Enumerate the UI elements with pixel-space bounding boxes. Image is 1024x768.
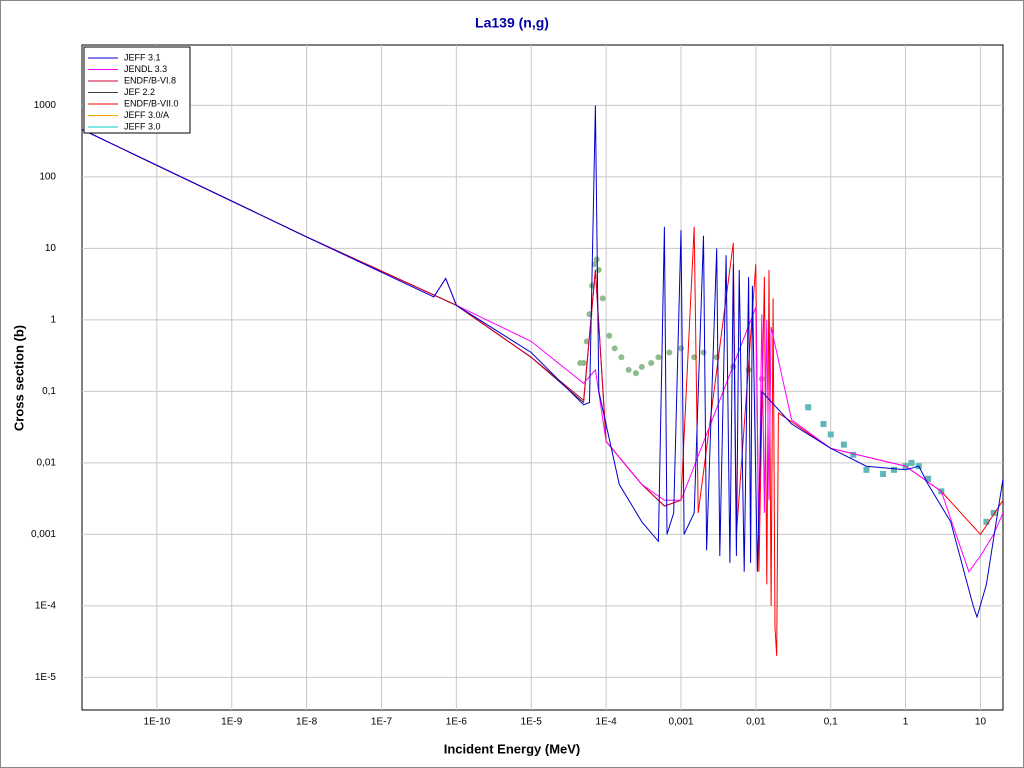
y-tick-label: 1E-5 — [35, 672, 57, 683]
measurement-point — [591, 261, 598, 268]
measurement-point — [827, 431, 834, 438]
measurement-point — [580, 359, 587, 366]
measurement-point — [677, 345, 684, 352]
measurement-point — [595, 266, 602, 273]
legend-label: JEF 2.2 — [124, 87, 155, 97]
x-tick-label: 1E-4 — [596, 717, 618, 728]
legend-box — [83, 46, 191, 134]
y-tick-label: 0,1 — [42, 386, 56, 397]
legend-label: JEFF 3.0/A — [124, 110, 169, 120]
x-tick-label: 1E-8 — [296, 717, 318, 728]
measurement-point — [700, 349, 707, 356]
x-tick-label: 1 — [903, 717, 909, 728]
x-tick-label: 0,001 — [668, 717, 693, 728]
measurement-point — [820, 421, 827, 428]
y-tick-label: 100 — [39, 172, 56, 183]
measurement-point — [850, 451, 857, 458]
measurement-point — [611, 345, 618, 352]
measurement-point — [632, 370, 639, 377]
measurement-point — [925, 475, 932, 482]
y-axis-label: Cross section (b) — [11, 325, 26, 431]
measurement-point — [599, 295, 606, 302]
measurement-point — [655, 354, 662, 361]
measurement-point — [990, 509, 997, 516]
measurement-point — [583, 338, 590, 345]
measurement-point — [648, 359, 655, 366]
series-line — [82, 105, 1003, 619]
legend-label: JENDL 3.3 — [124, 64, 167, 74]
measurement-point — [805, 404, 812, 411]
x-tick-label: 1E-6 — [446, 717, 468, 728]
y-tick-label: 1E-4 — [35, 601, 57, 612]
y-tick-label: 0,001 — [31, 529, 56, 540]
x-tick-label: 0,01 — [746, 717, 766, 728]
y-tick-label: 1000 — [34, 100, 57, 111]
x-tick-label: 1E-10 — [144, 717, 171, 728]
measurement-point — [618, 354, 625, 361]
measurement-point — [890, 466, 897, 473]
y-tick-label: 0,01 — [37, 458, 57, 469]
legend-label: ENDF/B-VII.0 — [124, 98, 179, 108]
legend-label: JEFF 3.0 — [124, 121, 161, 131]
y-tick-label: 10 — [45, 243, 57, 254]
measurement-point — [840, 441, 847, 448]
legend-label: JEFF 3.1 — [124, 52, 161, 62]
measurement-point — [880, 470, 887, 477]
plot-area — [81, 44, 1004, 711]
measurement-point — [863, 466, 870, 473]
x-tick-label: 10 — [975, 717, 987, 728]
x-axis-label: Incident Energy (MeV) — [444, 741, 581, 756]
measurement-point — [638, 363, 645, 370]
measurement-point — [983, 518, 990, 525]
x-tick-label: 1E-9 — [221, 717, 243, 728]
measurement-point — [606, 332, 613, 339]
measurement-point — [625, 366, 632, 373]
y-tick-label: 1 — [50, 315, 56, 326]
legend-label: ENDF/B-VI.8 — [124, 75, 176, 85]
x-tick-label: 0,1 — [824, 717, 838, 728]
measurement-point — [758, 375, 765, 382]
series-line — [82, 129, 682, 507]
measurement-point — [908, 459, 915, 466]
plot-layer — [82, 105, 1003, 656]
chart-title: La139 (n,g) — [475, 15, 549, 31]
x-tick-label: 1E-7 — [371, 717, 393, 728]
measurement-point — [666, 349, 673, 356]
series-line — [82, 129, 1003, 573]
x-tick-label: 1E-5 — [521, 717, 543, 728]
